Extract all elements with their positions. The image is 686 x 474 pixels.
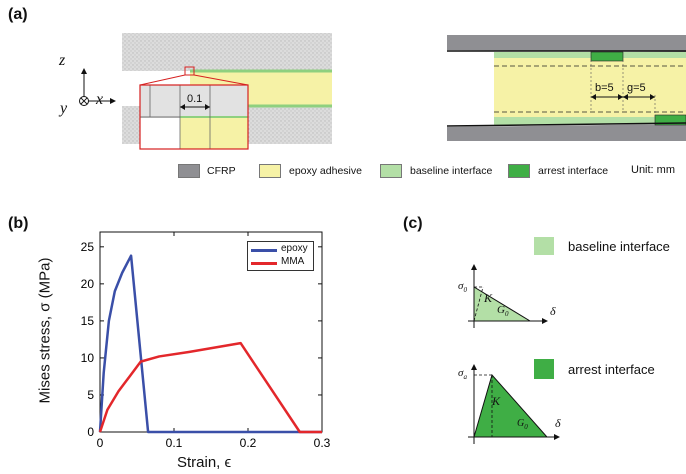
arrest-patch-top bbox=[590, 51, 624, 62]
zoom-marker bbox=[184, 66, 195, 76]
baseline-delta-label: δ bbox=[550, 304, 556, 318]
legend-swatch-arrest bbox=[508, 164, 530, 178]
arrest-patch-bottom bbox=[654, 114, 686, 126]
chart-legend bbox=[247, 241, 314, 271]
dim-g-label: g=5 bbox=[627, 82, 646, 94]
arrest-k-label: K bbox=[492, 394, 501, 408]
right-specimen bbox=[446, 35, 686, 141]
y-tick-label: 0 bbox=[87, 425, 94, 439]
unit-label: Unit: mm bbox=[631, 164, 675, 176]
series-line-mma bbox=[98, 341, 322, 434]
axis-x-label: x bbox=[96, 91, 104, 108]
panel-b-label: (b) bbox=[8, 215, 29, 232]
x-tick-label: 0.2 bbox=[240, 436, 257, 450]
legend-label-mma-series: MMA bbox=[281, 256, 305, 267]
cfrp-top-layer-left bbox=[122, 33, 332, 71]
arrest-swatch bbox=[534, 359, 554, 379]
baseline-k-label: K bbox=[484, 291, 493, 305]
legend-line-mma bbox=[251, 262, 277, 265]
legend-label-epoxy-series: epoxy bbox=[281, 243, 308, 254]
x-tick-label: 0.3 bbox=[314, 436, 331, 450]
baseline-interface-label: baseline interface bbox=[568, 239, 670, 254]
zoom-inset bbox=[139, 84, 249, 150]
panel-c-label: (c) bbox=[403, 215, 423, 232]
y-tick-label: 20 bbox=[81, 277, 95, 291]
x-tick-label: 0 bbox=[97, 436, 104, 450]
y-tick-label: 15 bbox=[81, 314, 95, 328]
dim-b-label: b=5 bbox=[595, 82, 614, 94]
legend-swatch-baseline bbox=[380, 164, 402, 178]
panel-a-diagram bbox=[79, 33, 686, 150]
coordinate-axes bbox=[79, 68, 116, 106]
y-tick-label: 5 bbox=[87, 388, 94, 402]
legend-line-epoxy bbox=[251, 249, 277, 252]
baseline-traction-law bbox=[468, 264, 548, 328]
y-tick-label: 10 bbox=[81, 351, 95, 365]
y-tick-label: 25 bbox=[81, 240, 95, 254]
chart-y-label: Mises stress, σ (MPa) bbox=[36, 257, 54, 404]
legend-label-epoxy: epoxy adhesive bbox=[289, 165, 362, 177]
series-line-epoxy bbox=[98, 254, 322, 434]
baseline-g0-label: G0 bbox=[497, 304, 509, 319]
baseline-swatch bbox=[534, 237, 554, 255]
legend-label-arrest: arrest interface bbox=[538, 165, 609, 177]
legend-swatch-cfrp bbox=[178, 164, 200, 178]
arrest-interface-label: arrest interface bbox=[568, 362, 655, 377]
arrest-traction-law bbox=[468, 364, 560, 444]
zoom-dimension-label: 0.1 bbox=[187, 93, 203, 105]
legend-label-baseline: baseline interface bbox=[410, 165, 493, 177]
chart-x-label: Strain, ϵ bbox=[177, 454, 232, 471]
legend-swatch-epoxy bbox=[259, 164, 281, 178]
legend-label-cfrp: CFRP bbox=[207, 165, 236, 177]
arrest-delta-label: δ bbox=[555, 416, 561, 430]
axis-y-label: y bbox=[60, 100, 68, 117]
panel-a-label: (a) bbox=[8, 6, 28, 23]
sigma0-label: σ0 bbox=[458, 280, 467, 295]
sigmaa-label: σa bbox=[458, 367, 467, 382]
arrest-g0-label: G0 bbox=[517, 418, 528, 431]
axis-z-label: z bbox=[59, 52, 66, 69]
x-tick-label: 0.1 bbox=[166, 436, 183, 450]
